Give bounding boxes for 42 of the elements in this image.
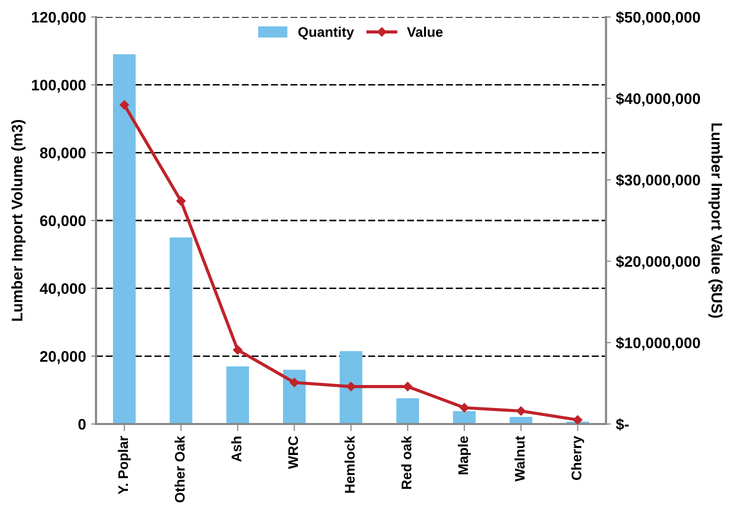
x-tick-label: Ash bbox=[231, 436, 242, 462]
x-tick-label: Red oak bbox=[401, 436, 412, 489]
y-tick-label: 20,000 bbox=[40, 351, 86, 364]
x-tick-label: Cherry bbox=[571, 436, 584, 480]
bar bbox=[340, 351, 362, 424]
y2-tick-label: $- bbox=[616, 418, 629, 431]
bar bbox=[113, 54, 136, 424]
x-tick-label: Walnut bbox=[514, 436, 525, 482]
point bbox=[233, 345, 242, 355]
point bbox=[176, 196, 186, 206]
y-tick-label: 40,000 bbox=[40, 283, 86, 296]
x-tick-label: Y. Poplar bbox=[118, 436, 131, 494]
bar bbox=[170, 237, 192, 424]
x-tick-label: Maple bbox=[458, 436, 471, 474]
x-tick-label: Hemlock bbox=[344, 436, 355, 493]
point bbox=[120, 100, 129, 110]
x-tick-label: WRC bbox=[288, 436, 298, 469]
y2-tick-label: $20,000,000 bbox=[616, 255, 700, 270]
point bbox=[573, 415, 582, 424]
point bbox=[516, 406, 526, 416]
y-tick-label: 0 bbox=[78, 418, 86, 430]
y-tick-label: 80,000 bbox=[40, 148, 86, 161]
y-tick-label: 100,000 bbox=[32, 80, 86, 93]
y2-axis-title: Lumber Import Value ($US) bbox=[708, 123, 723, 318]
bar bbox=[226, 366, 249, 424]
y-tick-label: 60,000 bbox=[40, 215, 86, 228]
point bbox=[403, 382, 412, 392]
y2-tick-label: $40,000,000 bbox=[616, 92, 700, 106]
y2-tick-label: $50,000,000 bbox=[616, 11, 700, 25]
point bbox=[460, 403, 469, 412]
point bbox=[346, 382, 356, 392]
x-tick-label: Other Oak bbox=[174, 436, 185, 502]
bar bbox=[396, 398, 419, 424]
y2-tick-label: $10,000,000 bbox=[616, 336, 700, 350]
bar bbox=[283, 370, 306, 424]
y2-tick-label: $30,000,000 bbox=[616, 174, 700, 188]
point bbox=[290, 378, 299, 388]
y-axis-title: Lumber Import Volume (m3) bbox=[11, 120, 26, 321]
legend-label: Value bbox=[406, 26, 443, 37]
bar bbox=[453, 411, 476, 424]
legend-label: Quantity bbox=[298, 26, 354, 40]
y-tick-label: 120,000 bbox=[32, 12, 86, 25]
